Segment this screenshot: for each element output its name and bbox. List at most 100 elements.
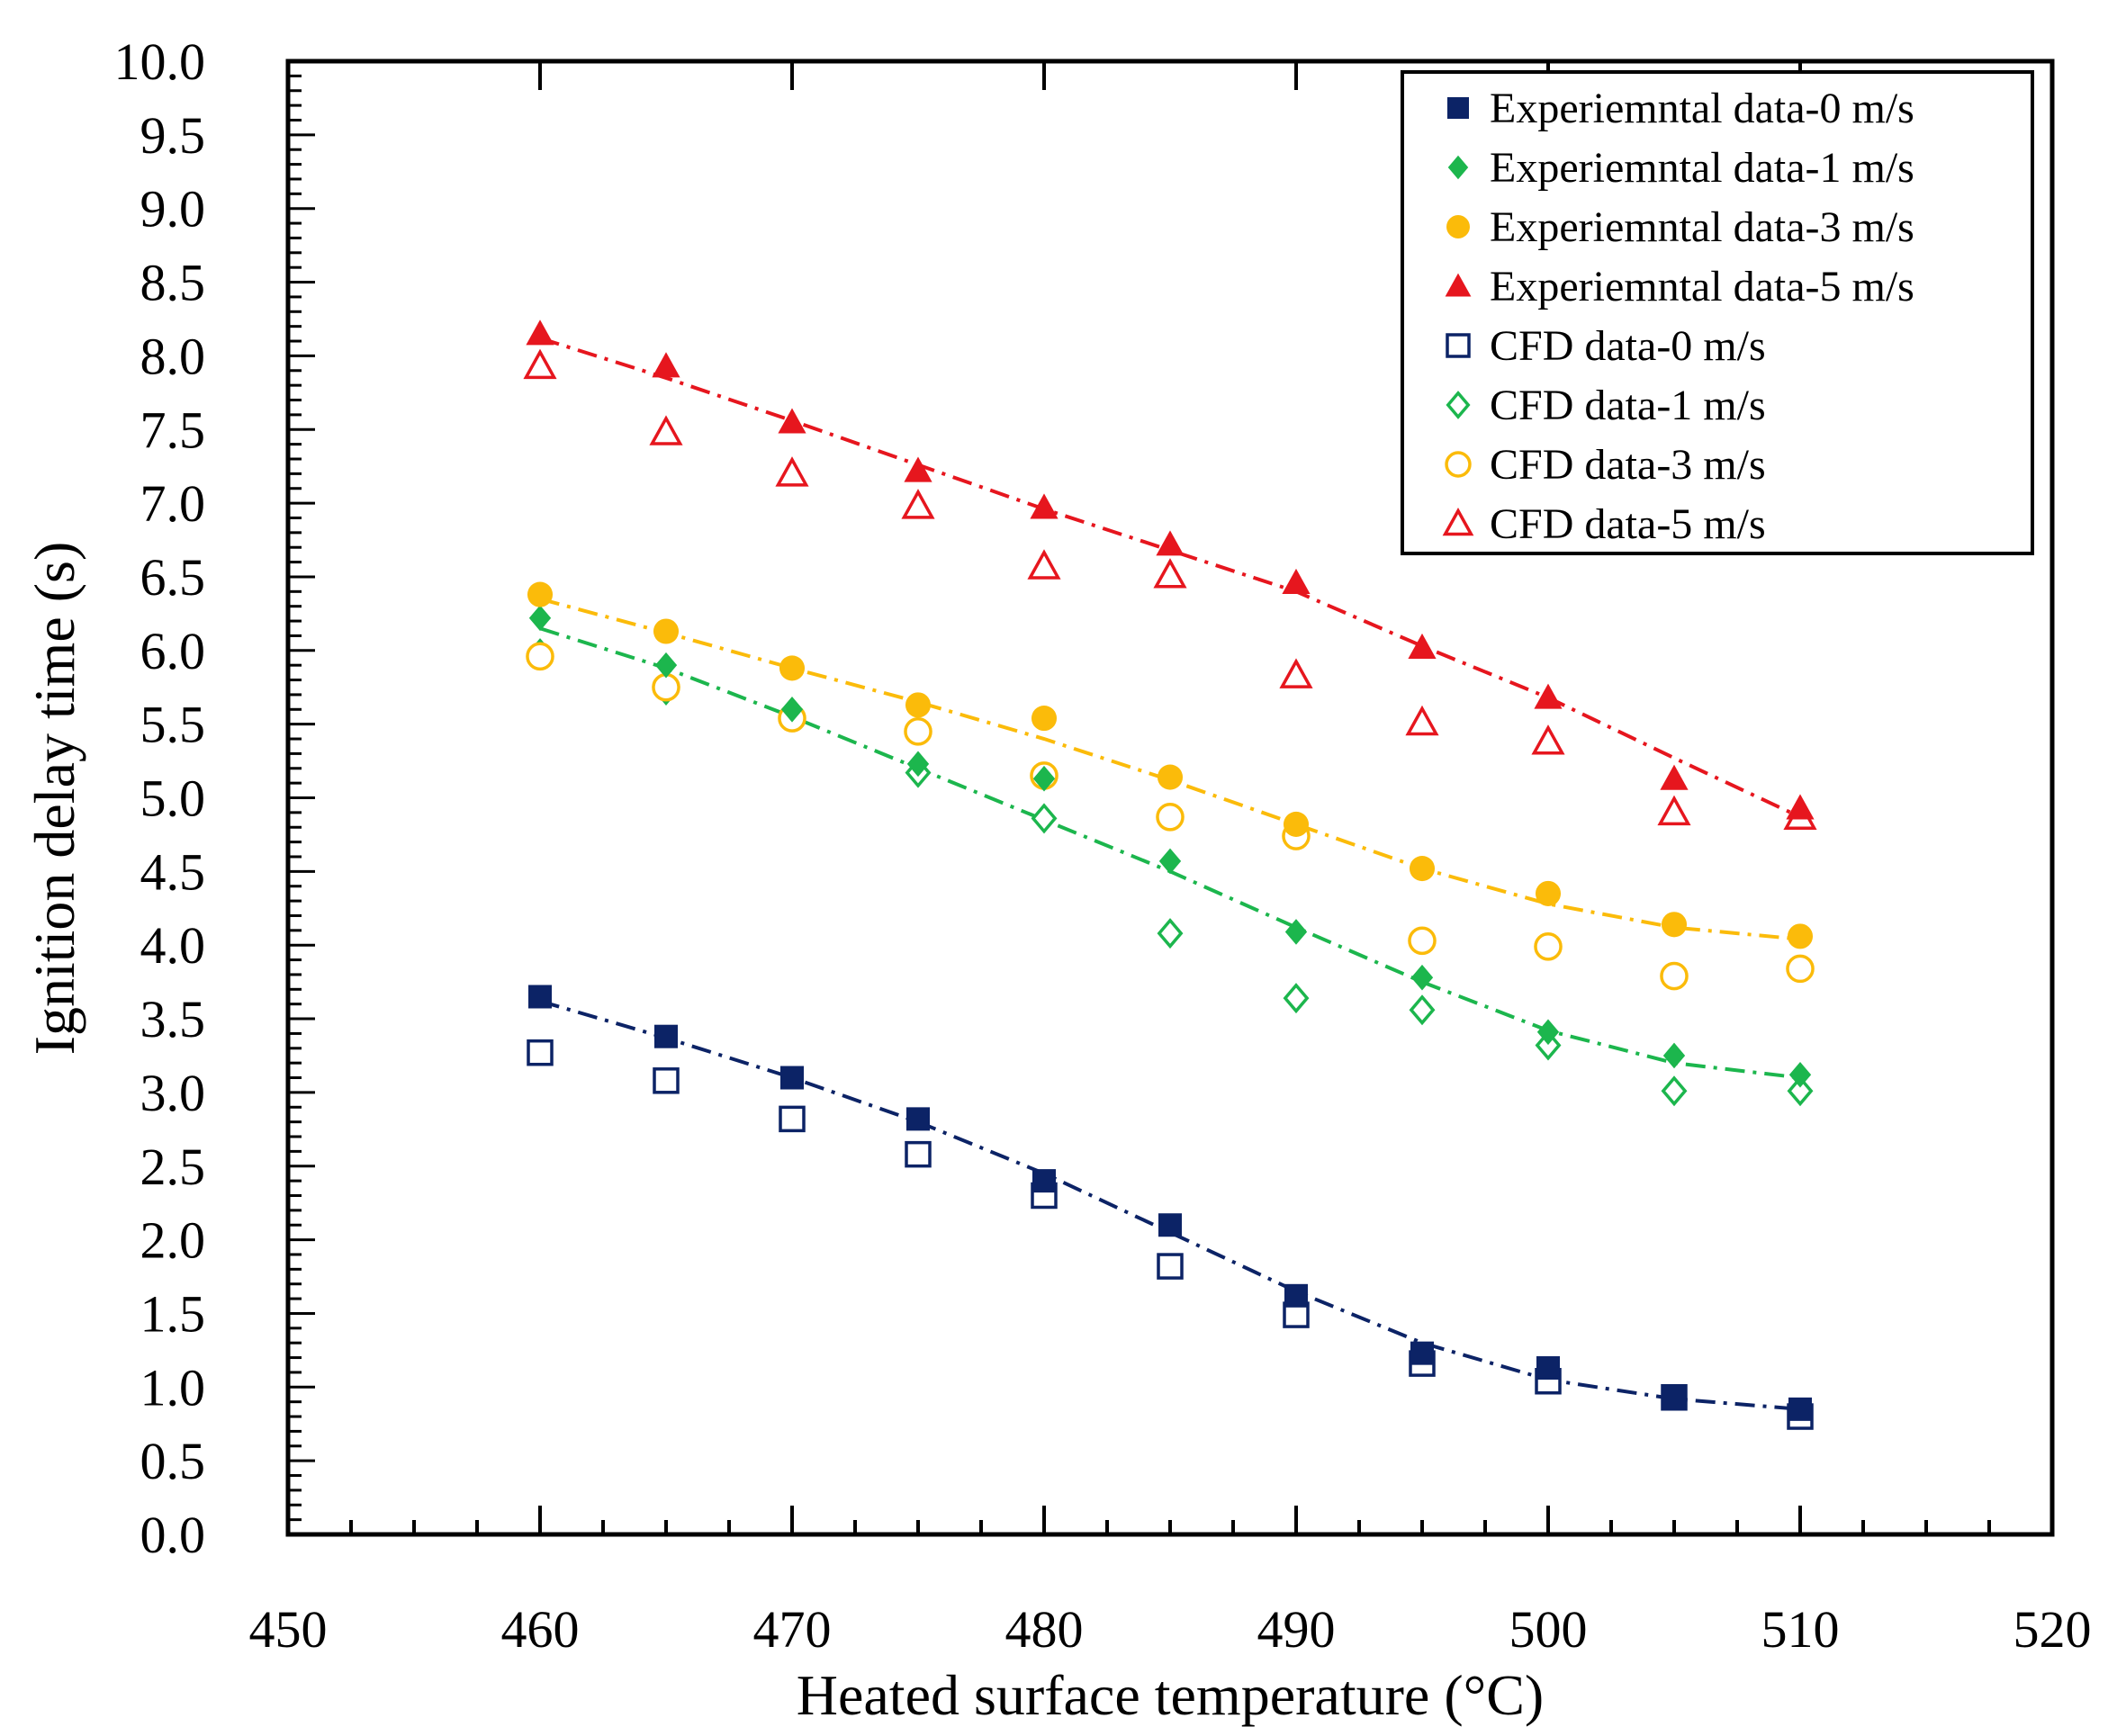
x-tick-label: 510 bbox=[1761, 1600, 1840, 1659]
experimental-circle-point bbox=[1031, 706, 1058, 732]
experimental-square-point bbox=[1410, 1341, 1434, 1365]
legend-label: Experiemntal data-3 m/s bbox=[1490, 203, 1914, 251]
experimental-triangle-point bbox=[1030, 493, 1058, 519]
experimental-diamond-point bbox=[528, 605, 552, 632]
cfd-diamond-point bbox=[1031, 803, 1058, 834]
y-tick-label: 0.0 bbox=[140, 1506, 206, 1564]
cfd-triangle-point bbox=[1531, 724, 1565, 755]
cfd-circle-point bbox=[1660, 961, 1689, 991]
experimental-triangle-point bbox=[1408, 633, 1437, 660]
legend-marker bbox=[1445, 273, 1472, 297]
y-tick-label: 9.5 bbox=[140, 106, 206, 165]
legend-label: CFD data-0 m/s bbox=[1490, 322, 1766, 370]
cfd-square-point bbox=[653, 1067, 680, 1094]
y-tick-label: 4.0 bbox=[140, 916, 206, 975]
experimental-triangle-point bbox=[1660, 764, 1689, 790]
legend: Experiemntal data-0 m/s Experiemntal data… bbox=[1401, 70, 2034, 555]
y-tick-label: 5.0 bbox=[140, 769, 206, 828]
experimental-square-point bbox=[528, 985, 552, 1009]
cfd-triangle-point bbox=[1657, 795, 1691, 826]
trend-line bbox=[539, 999, 1801, 1411]
cfd-circle-point bbox=[652, 672, 680, 702]
cfd-triangle-point bbox=[901, 489, 935, 519]
y-tick-label: 9.0 bbox=[140, 180, 206, 238]
y-tick-label: 3.5 bbox=[140, 990, 206, 1048]
x-tick-label: 490 bbox=[1257, 1600, 1336, 1659]
experimental-triangle-point bbox=[1156, 530, 1185, 556]
x-tick-label: 450 bbox=[249, 1600, 328, 1659]
x-tick-label: 480 bbox=[1005, 1600, 1084, 1659]
trend-line bbox=[539, 597, 1801, 941]
experimental-square-point bbox=[1032, 1169, 1056, 1193]
experimental-square-point bbox=[1662, 1385, 1686, 1409]
legend-marker bbox=[1447, 155, 1469, 180]
y-tick-label: 7.0 bbox=[140, 474, 206, 533]
cfd-circle-point bbox=[1786, 954, 1815, 984]
legend-label: Experiemntal data-0 m/s bbox=[1490, 85, 1914, 132]
x-tick-labels: 450 460 470 480 490 500 510 520 bbox=[249, 1600, 2092, 1659]
experimental-circle-point bbox=[1409, 856, 1436, 882]
cfd-diamond-point bbox=[1409, 994, 1436, 1026]
experimental-circle-point bbox=[1157, 764, 1184, 790]
legend-marker bbox=[1445, 451, 1472, 478]
experimental-circle-point bbox=[779, 655, 806, 681]
experimental-circle-point bbox=[1283, 811, 1310, 838]
cfd-triangle-point bbox=[1405, 705, 1439, 736]
y-tick-label: 2.0 bbox=[140, 1211, 206, 1270]
experimental-triangle-point bbox=[526, 319, 554, 346]
legend-label: CFD data-1 m/s bbox=[1490, 382, 1766, 429]
legend-label: Experiemntal data-5 m/s bbox=[1490, 263, 1914, 310]
y-tick-label: 2.5 bbox=[140, 1138, 206, 1196]
y-tick-label: 1.0 bbox=[140, 1358, 206, 1417]
experimental-diamond-point bbox=[1788, 1061, 1812, 1088]
experimental-diamond-point bbox=[1032, 765, 1056, 792]
experimental-triangle-point bbox=[904, 456, 932, 482]
experimental-circle-point bbox=[1661, 912, 1688, 938]
x-tick-label: 520 bbox=[2013, 1600, 2092, 1659]
experimental-square-point bbox=[780, 1066, 804, 1090]
experimental-diamond-point bbox=[1410, 964, 1434, 991]
experimental-square-point bbox=[1788, 1397, 1812, 1421]
experimental-circle-point bbox=[905, 692, 932, 718]
experimental-diamond-point bbox=[1158, 848, 1182, 875]
y-axis-title: Ignition delay time (s) bbox=[23, 542, 86, 1056]
experimental-triangle-point bbox=[652, 352, 680, 378]
y-tick-labels: 0.0 0.5 1.0 1.5 2.0 2.5 3.0 3.5 4.0 4.5 5.0 5.5 6.0 6… bbox=[114, 32, 206, 1564]
cfd-circle-point bbox=[526, 642, 554, 671]
cfd-circle-point bbox=[1408, 926, 1437, 956]
experimental-triangle-point bbox=[778, 408, 806, 434]
experimental-diamond-point bbox=[654, 652, 678, 679]
cfd-square-point bbox=[1157, 1253, 1184, 1280]
experimental-circle-point bbox=[527, 581, 554, 607]
experimental-triangle-point bbox=[1282, 568, 1311, 594]
legend-marker bbox=[1442, 507, 1474, 536]
experimental-circle-point bbox=[1535, 880, 1562, 906]
experimental-diamond-point bbox=[1284, 919, 1308, 945]
cfd-circle-point bbox=[1156, 802, 1185, 832]
cfd-square-point bbox=[527, 1039, 554, 1066]
legend-label: CFD data-5 m/s bbox=[1490, 500, 1766, 548]
legend-marker bbox=[1446, 333, 1471, 358]
cfd-triangle-point bbox=[1279, 658, 1313, 688]
x-axis-title: Heated surface temperature (°C) bbox=[797, 1663, 1544, 1727]
cfd-diamond-point bbox=[1661, 1075, 1688, 1107]
experimental-diamond-point bbox=[1662, 1042, 1686, 1069]
experimental-circle-point bbox=[1787, 923, 1814, 949]
experimental-diamond-point bbox=[906, 751, 930, 778]
y-tick-label: 5.5 bbox=[140, 696, 206, 754]
cfd-diamond-point bbox=[1283, 983, 1310, 1014]
cfd-square-point bbox=[779, 1105, 806, 1133]
experimental-square-point bbox=[906, 1107, 930, 1131]
cfd-circle-point bbox=[1534, 932, 1563, 961]
experimental-circle-point bbox=[653, 618, 680, 644]
cfd-triangle-point bbox=[775, 456, 809, 487]
experimental-square-point bbox=[654, 1024, 678, 1048]
legend-label: Experiemntal data-1 m/s bbox=[1490, 144, 1914, 192]
legend-label: CFD data-3 m/s bbox=[1490, 441, 1766, 489]
legend-marker bbox=[1446, 215, 1470, 238]
cfd-circle-point bbox=[904, 717, 932, 746]
plot-frame bbox=[285, 58, 2055, 1537]
experimental-triangle-point bbox=[1534, 683, 1563, 709]
y-tick-label: 0.5 bbox=[140, 1432, 206, 1490]
